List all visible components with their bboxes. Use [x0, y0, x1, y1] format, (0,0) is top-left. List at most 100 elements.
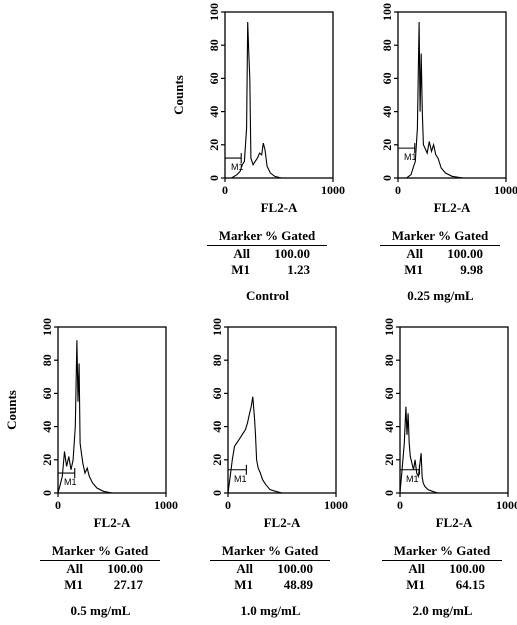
histogram-panel-control: 0 20 40 60 80 100 0 1000 FL2-A M1 Counts Marker % G…: [171, 0, 345, 303]
stats-row-label: All: [66, 561, 83, 576]
y-axis-label: Counts: [4, 390, 19, 430]
histogram-panel-2-0: 0 20 40 60 80 100 0 1000 FL2-A M1 Marker % Gated Al…: [370, 315, 517, 618]
y-tick-label: 80: [207, 39, 221, 51]
x-tick-label: 0: [225, 498, 231, 512]
x-tick-label: 1000: [321, 183, 345, 197]
x-tick-label: 1000: [496, 498, 517, 512]
x-tick-label: 1000: [324, 498, 348, 512]
y-tick-label: 60: [382, 387, 396, 399]
panel-caption: 0.25 mg/mL: [407, 288, 474, 303]
y-tick-label: 0: [382, 490, 396, 496]
y-tick-label: 60: [380, 72, 394, 84]
stats-row-value: 100.00: [449, 561, 485, 576]
panel-caption: 0.5 mg/mL: [70, 603, 131, 618]
stats-row-label: M1: [404, 262, 423, 277]
y-tick-label: 80: [382, 354, 396, 366]
x-tick-label: 1000: [154, 498, 178, 512]
y-tick-label: 40: [40, 421, 54, 433]
marker-stats-table: Marker % Gated All 100.00 M1 1.23: [207, 228, 327, 278]
histogram-line: [57, 340, 166, 494]
histogram-panel-0-25: 0 20 40 60 80 100 0 1000 FL2-A M1 Marker % Gated Al…: [368, 0, 517, 303]
stats-row: All 100.00: [207, 246, 327, 262]
histogram-line: [399, 406, 508, 494]
stats-row: All 100.00: [382, 561, 502, 577]
y-tick-label: 80: [40, 354, 54, 366]
y-tick-label: 40: [207, 106, 221, 118]
stats-row-value: 100.00: [277, 561, 313, 576]
y-tick-label: 100: [382, 318, 396, 336]
plot-frame: [397, 11, 507, 179]
y-axis-label: Counts: [171, 75, 186, 115]
marker-m1-label: M1: [234, 474, 247, 484]
stats-row-value: 27.17: [113, 577, 143, 592]
stats-header: Marker % Gated: [380, 228, 500, 246]
y-tick-label: 20: [207, 139, 221, 151]
stats-row-value: 100.00: [274, 246, 310, 261]
x-tick-label: 1000: [494, 183, 517, 197]
stats-row-value: 100.00: [107, 561, 143, 576]
y-tick-label: 40: [382, 421, 396, 433]
y-tick-label: 0: [380, 175, 394, 181]
stats-row-value: 1.23: [287, 262, 310, 277]
y-tick-label: 0: [210, 490, 224, 496]
marker-m1-label: M1: [406, 474, 419, 484]
x-axis-label: FL2-A: [436, 515, 473, 530]
stats-row: M1 27.17: [40, 577, 160, 593]
histogram-line: [227, 396, 336, 494]
x-tick-label: 0: [222, 183, 228, 197]
y-tick-label: 20: [382, 454, 396, 466]
y-tick-label: 100: [207, 3, 221, 21]
y-tick-label: 80: [210, 354, 224, 366]
stats-row: All 100.00: [40, 561, 160, 577]
x-axis-label: FL2-A: [94, 515, 131, 530]
stats-row-value: 48.89: [283, 577, 313, 592]
x-axis-label: FL2-A: [261, 200, 298, 215]
stats-row: M1 48.89: [210, 577, 330, 593]
y-tick-label: 60: [207, 72, 221, 84]
marker-m1-label: M1: [404, 152, 417, 162]
histogram-panel-0-5: 0 20 40 60 80 100 0 1000 FL2-A M1 Counts Marker % G…: [4, 315, 178, 618]
stats-row-label: All: [233, 246, 250, 261]
y-tick-label: 40: [380, 106, 394, 118]
plot-frame: [227, 326, 337, 494]
marker-stats-table: Marker % Gated All 100.00 M1 9.98: [380, 228, 500, 278]
marker-stats-table: Marker % Gated All 100.00 M1 64.15: [382, 543, 502, 593]
y-tick-label: 60: [40, 387, 54, 399]
stats-row-label: M1: [64, 577, 83, 592]
y-tick-label: 100: [380, 3, 394, 21]
stats-row-value: 100.00: [447, 246, 483, 261]
marker-m1-label: M1: [231, 162, 244, 172]
marker-stats-table: Marker % Gated All 100.00 M1 27.17: [40, 543, 160, 593]
stats-header: Marker % Gated: [210, 543, 330, 561]
x-axis-label: FL2-A: [434, 200, 471, 215]
stats-row: M1 1.23: [207, 262, 327, 278]
stats-row-label: All: [406, 246, 423, 261]
marker-m1-label: M1: [64, 477, 77, 487]
stats-row: M1 64.15: [382, 577, 502, 593]
histogram-panel-1-0: 0 20 40 60 80 100 0 1000 FL2-A M1 Marker % Gated Al…: [198, 315, 348, 618]
y-tick-label: 20: [210, 454, 224, 466]
stats-row-value: 9.98: [460, 262, 483, 277]
plot-frame: [224, 11, 334, 179]
y-tick-label: 20: [40, 454, 54, 466]
stats-row: All 100.00: [380, 246, 500, 262]
stats-row-label: All: [408, 561, 425, 576]
stats-header: Marker % Gated: [40, 543, 160, 561]
y-tick-label: 80: [380, 39, 394, 51]
x-axis-label: FL2-A: [264, 515, 301, 530]
marker-stats-table: Marker % Gated All 100.00 M1 48.89: [210, 543, 330, 593]
stats-header: Marker % Gated: [382, 543, 502, 561]
y-tick-label: 0: [40, 490, 54, 496]
x-tick-label: 0: [55, 498, 61, 512]
y-tick-label: 60: [210, 387, 224, 399]
stats-row: M1 9.98: [380, 262, 500, 278]
y-tick-label: 20: [380, 139, 394, 151]
y-tick-label: 100: [210, 318, 224, 336]
stats-row-label: All: [236, 561, 253, 576]
histogram-line: [225, 21, 333, 179]
